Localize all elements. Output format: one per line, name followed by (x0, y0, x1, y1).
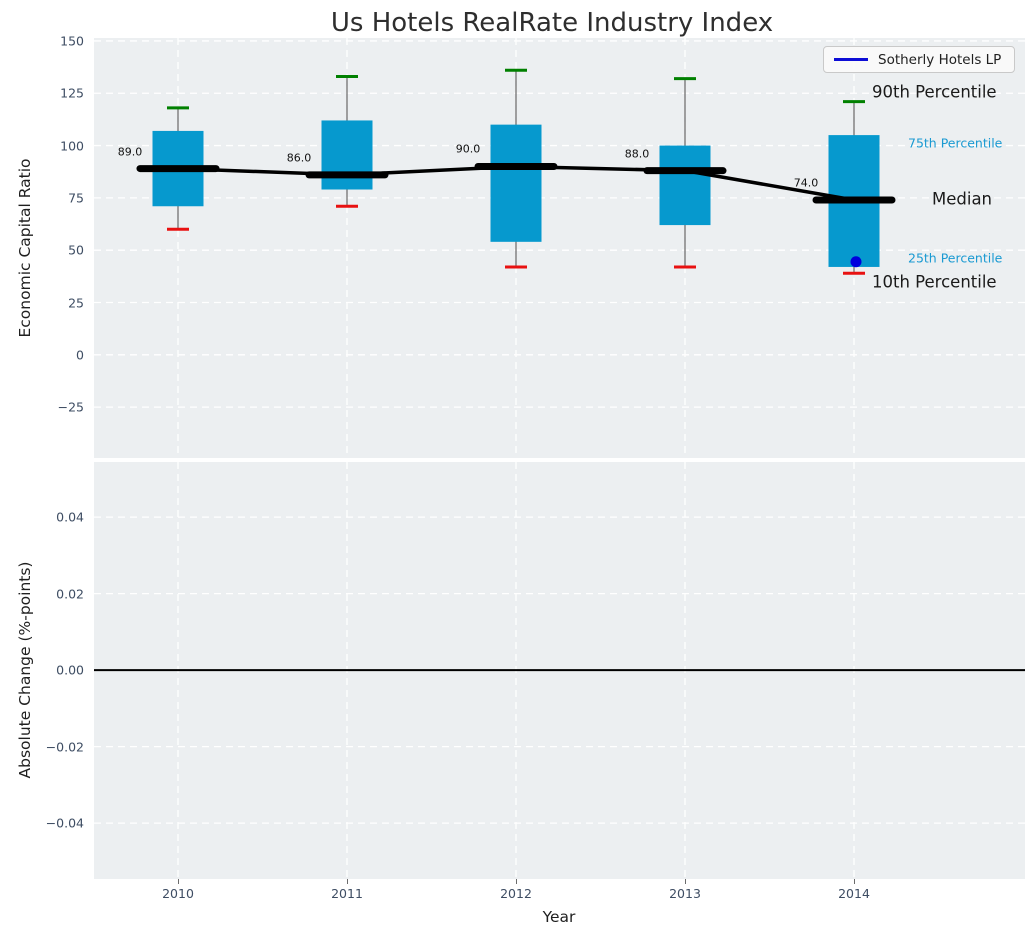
xtick-year-2012: 2012 (500, 886, 532, 901)
ytick-top-25: 25 (68, 295, 84, 310)
annotation-10th-percentile: 10th Percentile (872, 272, 997, 292)
median-value-label-2012: 90.0 (455, 142, 481, 156)
annotation-75th-percentile: 75th Percentile (908, 135, 1003, 151)
ytick-top-150: 150 (60, 33, 84, 49)
percentile-box-2011 (321, 120, 373, 190)
ytick-bottom-0.00: 0.00 (56, 662, 84, 678)
median-value-label-2014: 74.0 (793, 176, 819, 190)
ytick-bottom-0.04: 0.04 (56, 509, 84, 525)
xtick-year-2011: 2011 (331, 886, 363, 901)
ytick-top-−25: −25 (57, 399, 84, 415)
percentile-box-2013 (659, 145, 711, 226)
bottom-plot-svg (94, 462, 1025, 879)
ytick-top-50: 50 (68, 242, 84, 258)
xtickmark-2013 (685, 879, 686, 884)
legend-label: Sotherly Hotels LP (878, 51, 1002, 68)
xtickmark-2011 (347, 879, 348, 884)
ytick-bottom-−0.02: −0.02 (45, 739, 84, 755)
chart-title: Us Hotels RealRate Industry Index (330, 8, 774, 38)
bottom-axes-absolute-change (94, 462, 1025, 879)
ytick-top-125: 125 (60, 85, 84, 101)
ytick-top-0: 0 (76, 347, 84, 363)
xtickmark-2012 (516, 879, 517, 884)
annotation-90th-percentile: 90th Percentile (872, 82, 997, 102)
annotation-25th-percentile: 25th Percentile (908, 250, 1003, 266)
percentile-box-2012 (490, 124, 542, 242)
median-value-label-2013: 88.0 (624, 147, 650, 161)
x-axis-label: Year (542, 908, 576, 926)
median-value-label-2010: 89.0 (117, 145, 143, 159)
top-axes-economic-capital-ratio (94, 38, 1025, 458)
ytick-top-100: 100 (60, 138, 84, 154)
ytick-bottom-0.02: 0.02 (56, 586, 84, 602)
company-dot-sotherly-hotels (850, 256, 862, 268)
median-value-label-2011: 86.0 (286, 151, 312, 165)
xtick-year-2013: 2013 (669, 886, 701, 901)
top-plot-svg (94, 38, 1025, 458)
xtickmark-2010 (178, 879, 179, 884)
legend-line-swatch (834, 58, 868, 61)
xtick-year-2010: 2010 (162, 886, 194, 901)
annotation-median: Median (932, 189, 993, 209)
xtick-year-2014: 2014 (838, 886, 870, 901)
ytick-bottom-−0.04: −0.04 (45, 815, 84, 831)
legend: Sotherly Hotels LP (823, 46, 1015, 73)
ytick-top-75: 75 (68, 190, 84, 206)
xtickmark-2014 (854, 879, 855, 884)
